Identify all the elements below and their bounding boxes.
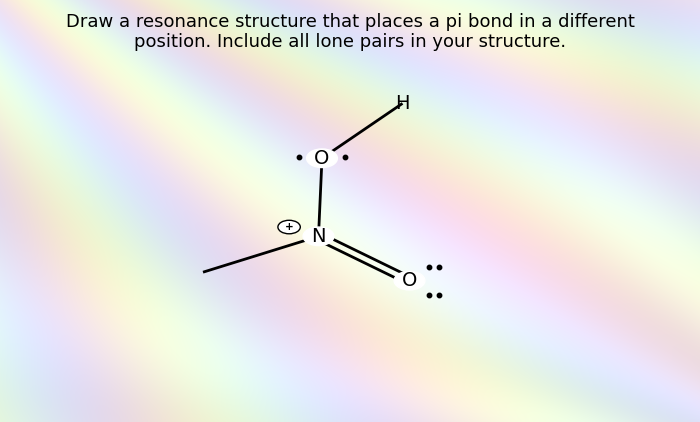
Circle shape bbox=[278, 220, 300, 234]
Circle shape bbox=[307, 149, 337, 168]
Text: H: H bbox=[395, 94, 409, 113]
Text: O: O bbox=[402, 271, 417, 290]
Text: N: N bbox=[312, 227, 326, 246]
Text: +: + bbox=[285, 222, 293, 232]
Circle shape bbox=[394, 271, 425, 290]
Text: O: O bbox=[314, 149, 330, 168]
Text: Draw a resonance structure that places a pi bond in a different
position. Includ: Draw a resonance structure that places a… bbox=[66, 13, 634, 51]
Circle shape bbox=[303, 227, 334, 246]
